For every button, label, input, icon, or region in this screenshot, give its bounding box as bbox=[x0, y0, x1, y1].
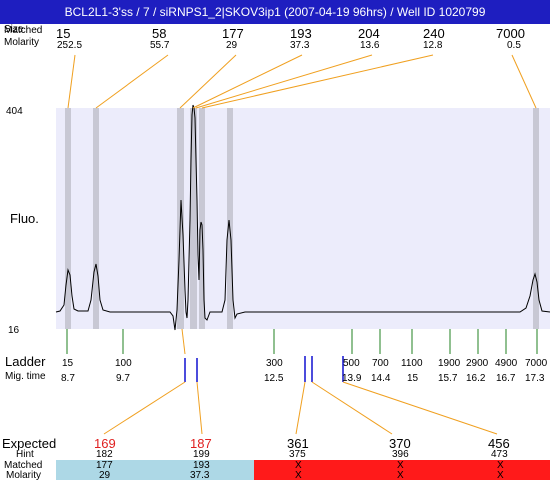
expected-value: 169 bbox=[94, 436, 116, 451]
expected-label: Expected bbox=[2, 436, 57, 451]
expected-value: 187 bbox=[190, 436, 212, 451]
matched-value: 177 bbox=[96, 460, 113, 471]
peak-band bbox=[190, 108, 197, 329]
matched-value: X bbox=[397, 460, 404, 471]
ladder-time: 9.7 bbox=[116, 373, 130, 384]
peak-size: 204 bbox=[358, 26, 380, 41]
peak-band bbox=[93, 108, 99, 329]
peak-molarity: 252.5 bbox=[57, 40, 83, 51]
molarity-value: 29 bbox=[99, 470, 111, 481]
peak-band bbox=[227, 108, 233, 329]
ladder-size: 2900 bbox=[466, 358, 489, 369]
ladder-time: 16.7 bbox=[496, 373, 516, 384]
ladder-time: 13.9 bbox=[342, 373, 362, 384]
expected-value: 456 bbox=[488, 436, 510, 451]
matched-value: 193 bbox=[193, 460, 210, 471]
hint-value: 182 bbox=[96, 449, 113, 460]
ladder-time: 16.2 bbox=[466, 373, 486, 384]
peak-size: 15 bbox=[56, 26, 71, 41]
bottom-connectors bbox=[103, 381, 498, 435]
ladder-time: 15.7 bbox=[438, 373, 458, 384]
ladder-label: Ladder bbox=[5, 354, 46, 369]
peak-band bbox=[65, 108, 71, 329]
mig-time-label: Mig. time bbox=[5, 371, 46, 382]
ladder-size: 700 bbox=[372, 358, 389, 369]
marker-links bbox=[181, 328, 186, 355]
peak-size: 7000 bbox=[496, 26, 525, 41]
hint-value: 375 bbox=[289, 449, 306, 460]
peak-band bbox=[533, 108, 539, 329]
ladder-time: 8.7 bbox=[61, 373, 75, 384]
molarity-value: X bbox=[295, 470, 302, 481]
ladder-size: 100 bbox=[115, 358, 132, 369]
ladder-size: 1100 bbox=[401, 358, 423, 369]
peak-molarity: 55.7 bbox=[150, 40, 170, 51]
plot-area bbox=[56, 108, 550, 329]
ladder-time: 12.5 bbox=[264, 373, 284, 384]
unmatched-bar bbox=[254, 460, 550, 480]
matched-bar bbox=[56, 460, 254, 480]
ladder-time: 14.4 bbox=[371, 373, 391, 384]
molarity-label: Molarity bbox=[6, 470, 42, 481]
ladder-ticks bbox=[66, 329, 538, 354]
peak-molarity: 37.3 bbox=[290, 40, 310, 51]
hint-value: 473 bbox=[491, 449, 508, 460]
ladder-size: 300 bbox=[266, 358, 283, 369]
matched-value: X bbox=[295, 460, 302, 471]
ladder-size: 500 bbox=[343, 358, 360, 369]
y-min-label: 16 bbox=[8, 325, 20, 336]
hint-value: 396 bbox=[392, 449, 409, 460]
peak-size: 193 bbox=[290, 26, 312, 41]
peak-molarity: 29 bbox=[226, 40, 238, 51]
hint-value: 199 bbox=[193, 449, 210, 460]
peak-size: 240 bbox=[423, 26, 445, 41]
matched-label: Matched bbox=[4, 460, 43, 471]
matched-value: X bbox=[497, 460, 504, 471]
molarity-header: Molarity bbox=[4, 37, 40, 48]
y-axis-title: Fluo. bbox=[10, 211, 39, 226]
hint-label: Hint bbox=[16, 449, 34, 460]
matched-header: Matched bbox=[4, 25, 43, 36]
expected-value: 361 bbox=[287, 436, 309, 451]
ladder-size: 7000 bbox=[525, 358, 548, 369]
title-bar: BCL2L1-3'ss / 7 / siRNPS1_2|SKOV3ip1 (20… bbox=[0, 0, 550, 24]
peak-size: 58 bbox=[152, 26, 167, 41]
ladder-time: 15 bbox=[407, 373, 419, 384]
trace-line bbox=[55, 104, 550, 331]
peak-molarity: 12.8 bbox=[423, 40, 443, 51]
molarity-value: X bbox=[497, 470, 504, 481]
ladder-time: 17.3 bbox=[525, 373, 545, 384]
molarity-value: 37.3 bbox=[190, 470, 210, 481]
peak-band bbox=[199, 108, 205, 329]
peak-molarity: 13.6 bbox=[360, 40, 380, 51]
top-connectors bbox=[67, 54, 537, 109]
y-max-label: 404 bbox=[6, 106, 23, 117]
ladder-size: 15 bbox=[62, 358, 74, 369]
molarity-value: X bbox=[397, 470, 404, 481]
peak-molarity: 0.5 bbox=[507, 40, 521, 51]
size-header: Size bbox=[4, 24, 24, 35]
sample-markers bbox=[184, 356, 344, 382]
expected-value: 370 bbox=[389, 436, 411, 451]
peak-size: 177 bbox=[222, 26, 244, 41]
ladder-size: 4900 bbox=[495, 358, 518, 369]
ladder-size: 1900 bbox=[438, 358, 461, 369]
